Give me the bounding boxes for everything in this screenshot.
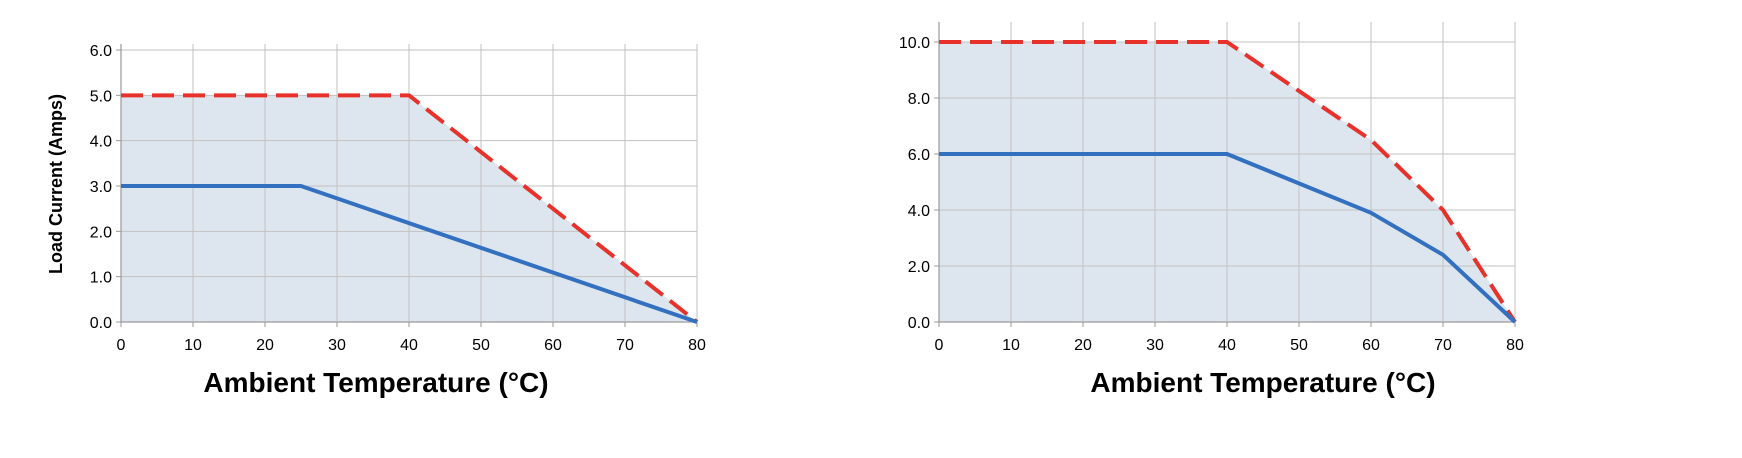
y-tick-label: 6.0 xyxy=(90,43,112,60)
x-tick-label: 10 xyxy=(184,337,202,354)
x-tick-label: 70 xyxy=(616,337,634,354)
y-tick-label: 3.0 xyxy=(90,179,112,196)
rated-current-solid-line xyxy=(939,152,1517,324)
max-current-dashed-line xyxy=(121,93,699,324)
derating-chart-right: 0.02.04.06.08.010.001020304050607080Load… xyxy=(899,22,1524,398)
x-tick-label: 50 xyxy=(472,337,490,354)
derating-chart-left: 0.0 1.0 2.0 3.0 4.0 5.0 6.0 0 10 20 30 40 50 60 70 80 Lo… xyxy=(46,43,706,398)
x-tick-label: 60 xyxy=(1362,337,1380,354)
x-axis-title: Ambient Temperature (°C) xyxy=(203,367,548,398)
max-current-dashed-line xyxy=(939,40,1517,324)
x-axis-title: Ambient Temperature (°C) xyxy=(1090,367,1435,398)
x-tick-label: 30 xyxy=(1146,337,1164,354)
y-tick-label: 6.0 xyxy=(908,147,930,164)
x-tick-label: 0 xyxy=(935,337,944,354)
y-tick-label: 4.0 xyxy=(908,203,930,220)
x-tick-label: 50 xyxy=(1290,337,1308,354)
x-tick-label: 80 xyxy=(688,337,706,354)
x-tick-label: 60 xyxy=(544,337,562,354)
y-axis-title: Load Current (Amps) xyxy=(46,94,66,274)
x-tick-label: 80 xyxy=(1506,337,1524,354)
rated-current-solid-line xyxy=(121,184,698,324)
x-tick-label: 70 xyxy=(1434,337,1452,354)
y-tick-label: 2.0 xyxy=(908,259,930,276)
y-tick-label: 5.0 xyxy=(90,88,112,105)
y-tick-label: 1.0 xyxy=(90,270,112,287)
y-tick-label: 0.0 xyxy=(90,315,112,332)
x-tick-label: 40 xyxy=(400,337,418,354)
x-tick-label: 20 xyxy=(1074,337,1092,354)
x-tick-label: 20 xyxy=(256,337,274,354)
y-tick-label: 2.0 xyxy=(90,224,112,241)
y-tick-label: 8.0 xyxy=(908,91,930,108)
x-tick-label: 10 xyxy=(1002,337,1020,354)
y-tick-label: 4.0 xyxy=(90,134,112,151)
x-tick-label: 40 xyxy=(1218,337,1236,354)
x-tick-label: 0 xyxy=(117,337,126,354)
y-tick-label: 0.0 xyxy=(908,315,930,332)
y-tick-label: 10.0 xyxy=(899,35,930,52)
x-tick-label: 30 xyxy=(328,337,346,354)
